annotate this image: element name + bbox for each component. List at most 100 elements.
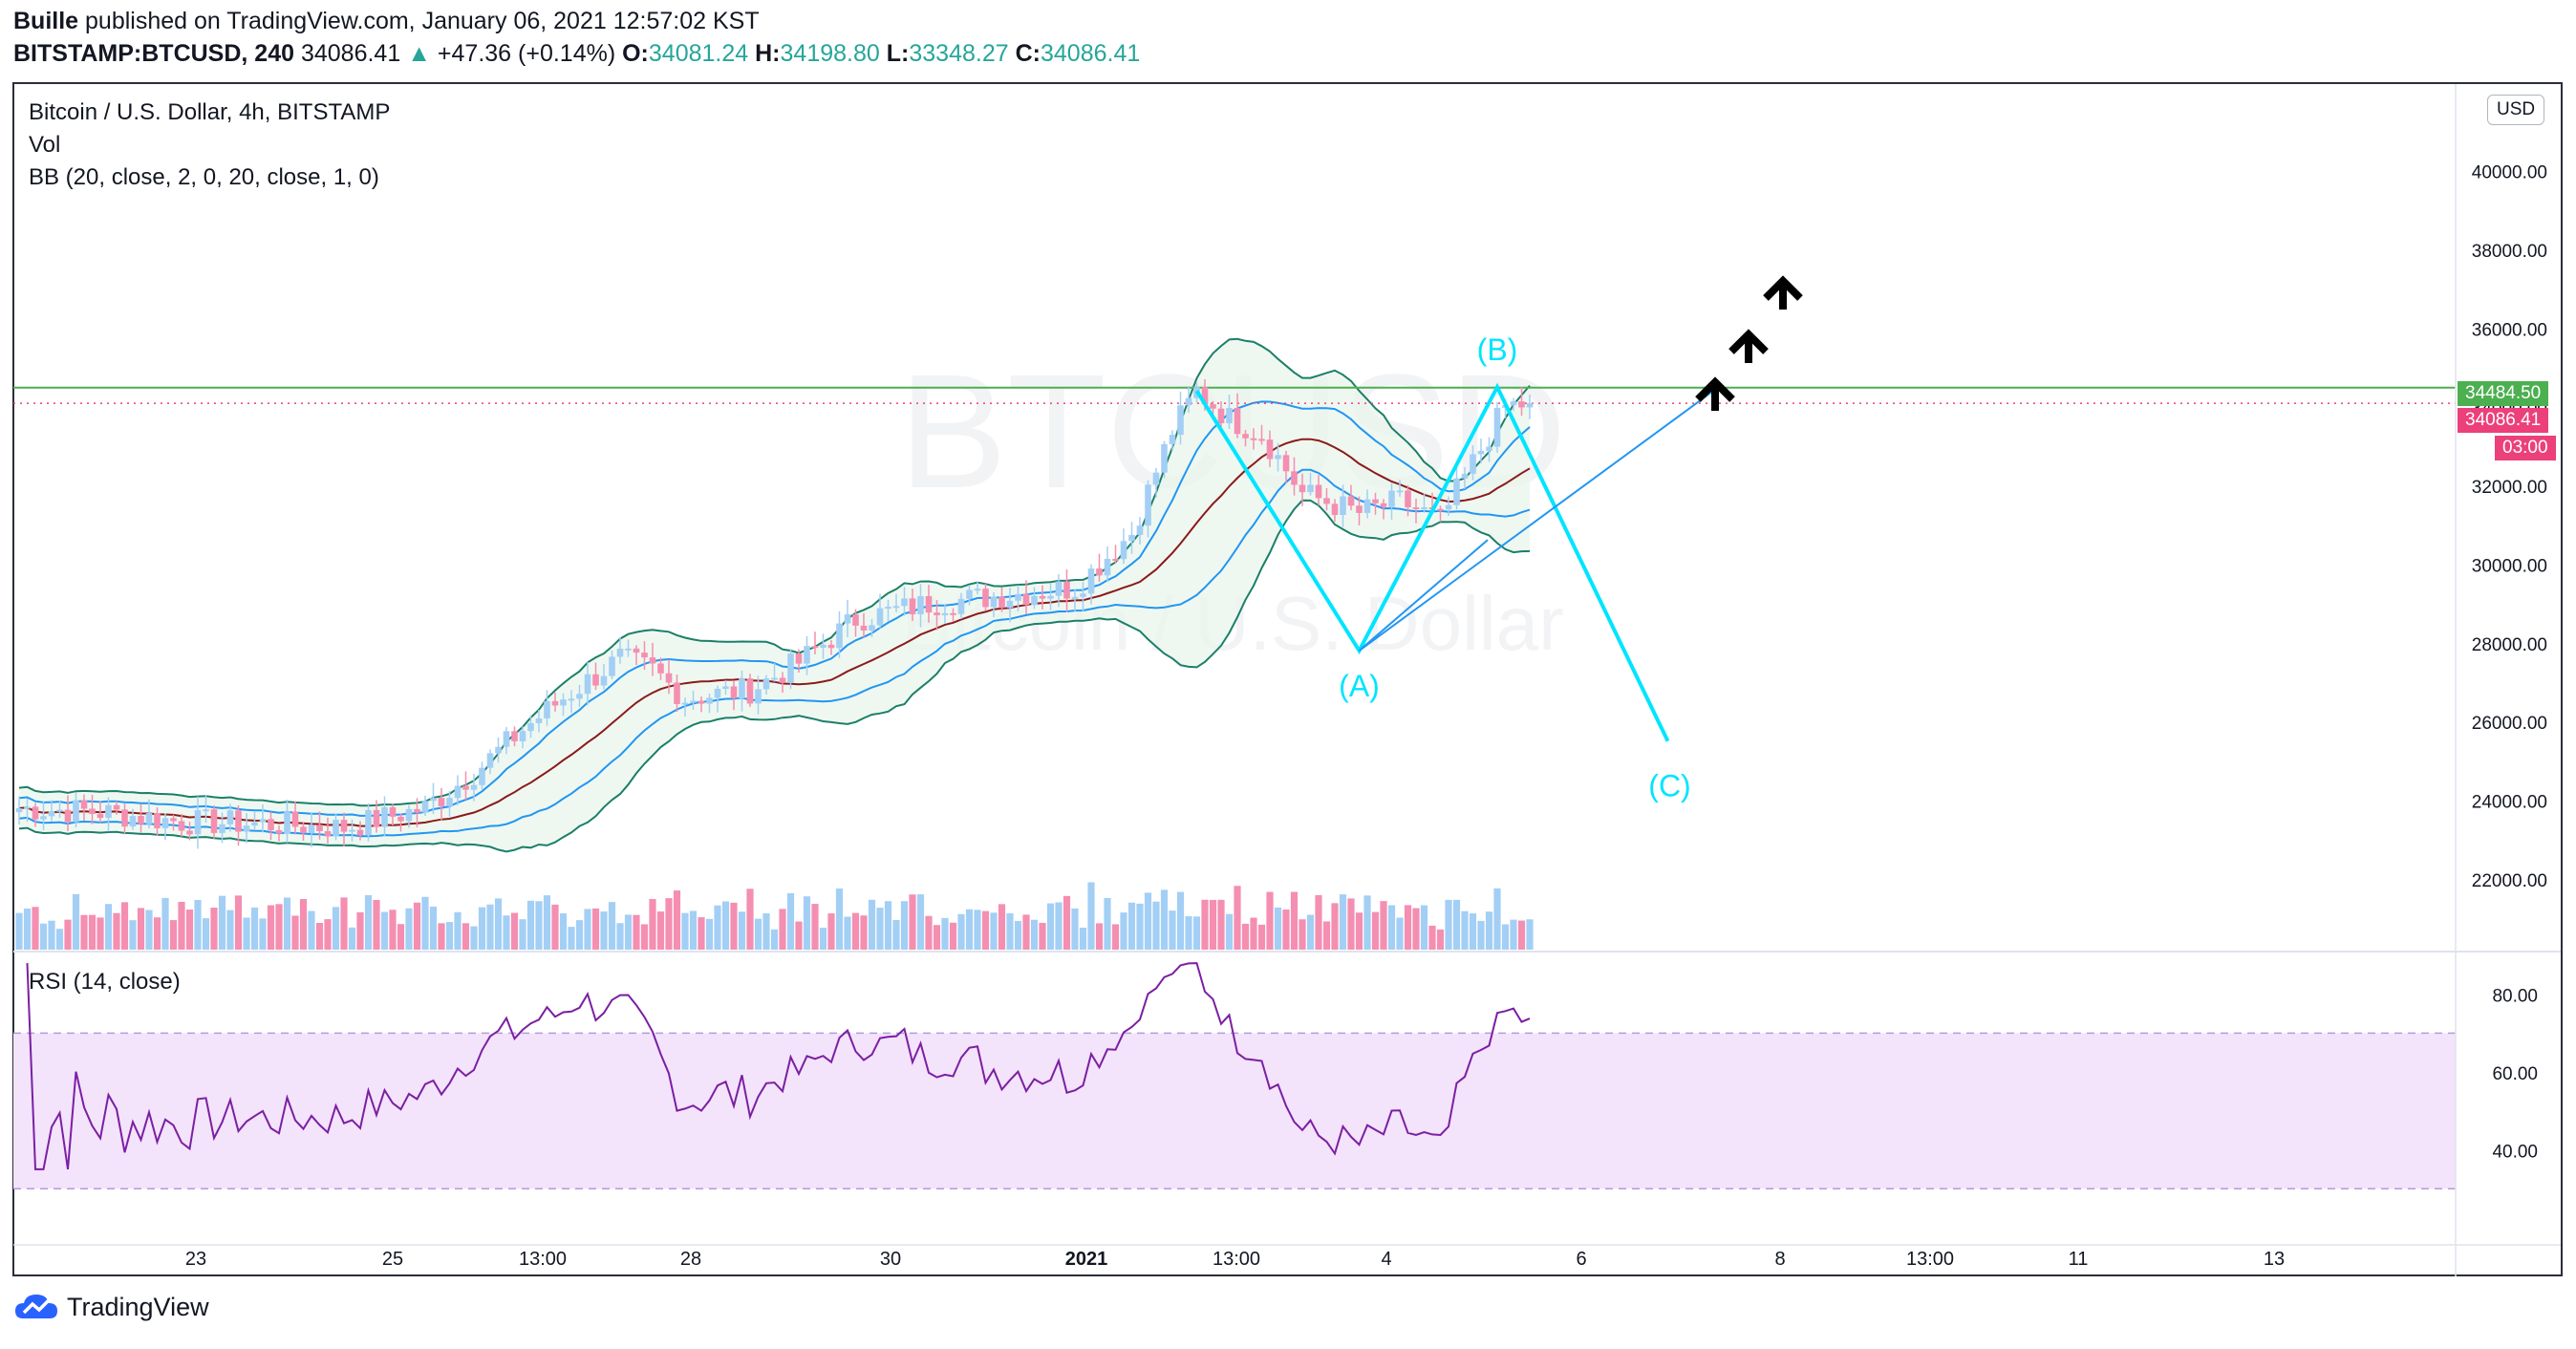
candle-body	[219, 824, 225, 833]
volume-bar	[665, 898, 673, 950]
volume-bar	[510, 912, 519, 950]
close-value: 34086.41	[1040, 40, 1141, 67]
volume-bar	[1428, 925, 1436, 950]
rsi-line	[26, 962, 1531, 1170]
candle-body	[1120, 541, 1127, 560]
volume-bar	[1485, 911, 1493, 950]
candle-body	[56, 809, 63, 812]
volume-bar	[1055, 902, 1063, 950]
volume-bar	[1014, 920, 1022, 950]
candle-body	[1340, 496, 1346, 516]
volume-bar	[714, 905, 721, 950]
candle-body	[129, 816, 137, 827]
bollinger-legend[interactable]: BB (20, close, 2, 0, 20, close, 1, 0)	[29, 164, 379, 190]
volume-bar	[1201, 899, 1209, 950]
volume-bar	[1063, 895, 1071, 950]
volume-bar	[308, 910, 315, 950]
volume-bar	[1046, 903, 1055, 950]
candle-body	[73, 800, 79, 823]
rsi-legend[interactable]: RSI (14, close)	[29, 969, 181, 995]
candle-body	[1015, 593, 1021, 601]
currency-button[interactable]: USD	[2487, 95, 2545, 125]
volume-bar	[324, 919, 332, 950]
candle-body	[982, 589, 989, 608]
candle-body	[80, 800, 88, 809]
volume-bar	[88, 914, 97, 950]
candle-body	[771, 677, 778, 680]
candle-body	[1421, 507, 1428, 510]
candle-body	[1104, 558, 1111, 576]
candle-body	[730, 686, 738, 698]
candle-body	[755, 689, 762, 704]
volume-bar	[519, 919, 526, 950]
volume-bar	[129, 920, 137, 950]
candle-body	[397, 816, 404, 822]
volume-bar	[137, 908, 145, 950]
candle-body	[349, 829, 355, 832]
volume-bar	[689, 910, 698, 950]
candle-body	[609, 656, 615, 676]
high-label: H:	[755, 40, 781, 67]
volume-bar	[1225, 913, 1234, 950]
author-name[interactable]: Buille	[13, 8, 79, 34]
candle-body	[48, 811, 55, 817]
candle-body	[706, 697, 713, 704]
candle-body	[511, 731, 518, 741]
volume-bar	[1347, 898, 1355, 950]
price-tick-label: 30000.00	[2472, 556, 2547, 576]
volume-bar	[892, 920, 900, 950]
candle-body	[722, 686, 729, 689]
volume-bar	[161, 897, 169, 950]
candle-body	[909, 598, 916, 615]
candle-body	[1486, 446, 1492, 451]
volume-bar	[1266, 891, 1274, 950]
volume-legend[interactable]: Vol	[29, 132, 61, 158]
candle-body	[421, 801, 429, 813]
volume-bar	[1274, 907, 1282, 950]
candle-body	[917, 595, 924, 615]
volume-bar	[145, 910, 153, 950]
volume-bar	[478, 907, 486, 950]
volume-bar	[681, 912, 689, 950]
candle-body	[1039, 595, 1046, 599]
volume-bar	[925, 915, 933, 950]
candle-body	[625, 648, 632, 651]
trend-line-lower	[1358, 539, 1489, 652]
footer-brand[interactable]: TradingView	[13, 1292, 209, 1322]
candle-body	[1112, 558, 1119, 561]
candle-body	[1210, 404, 1216, 409]
candle-body	[365, 809, 372, 836]
volume-bar	[876, 908, 884, 950]
volume-bar	[405, 908, 413, 950]
volume-bar	[1469, 913, 1477, 950]
volume-bar	[185, 910, 194, 950]
candle-body	[990, 596, 998, 608]
candle-body	[89, 808, 96, 815]
volume-bar	[332, 907, 340, 950]
candle-body	[1201, 387, 1209, 405]
volume-bar	[259, 918, 267, 950]
candle-body	[486, 753, 494, 768]
candle-body	[470, 784, 478, 790]
volume-bar	[64, 919, 72, 950]
price-tick-label: 36000.00	[2472, 320, 2547, 340]
volume-bar	[1136, 903, 1144, 950]
volume-bar	[15, 912, 23, 950]
candle-body	[161, 818, 169, 828]
candle-body	[1372, 499, 1379, 503]
candle-body	[1152, 472, 1160, 485]
volume-bar	[884, 901, 892, 950]
candle-body	[852, 614, 859, 626]
candle-body	[40, 816, 47, 820]
volume-bar	[153, 917, 161, 950]
candle-body	[356, 829, 364, 836]
volume-bar	[535, 901, 543, 950]
volume-bar	[348, 927, 356, 950]
volume-bar	[543, 895, 551, 950]
candle-body	[665, 673, 673, 683]
time-tick-label: 4	[1381, 1249, 1391, 1270]
volume-bar	[315, 923, 324, 950]
chart-frame	[12, 82, 2563, 1276]
volume-bar	[1234, 886, 1241, 950]
